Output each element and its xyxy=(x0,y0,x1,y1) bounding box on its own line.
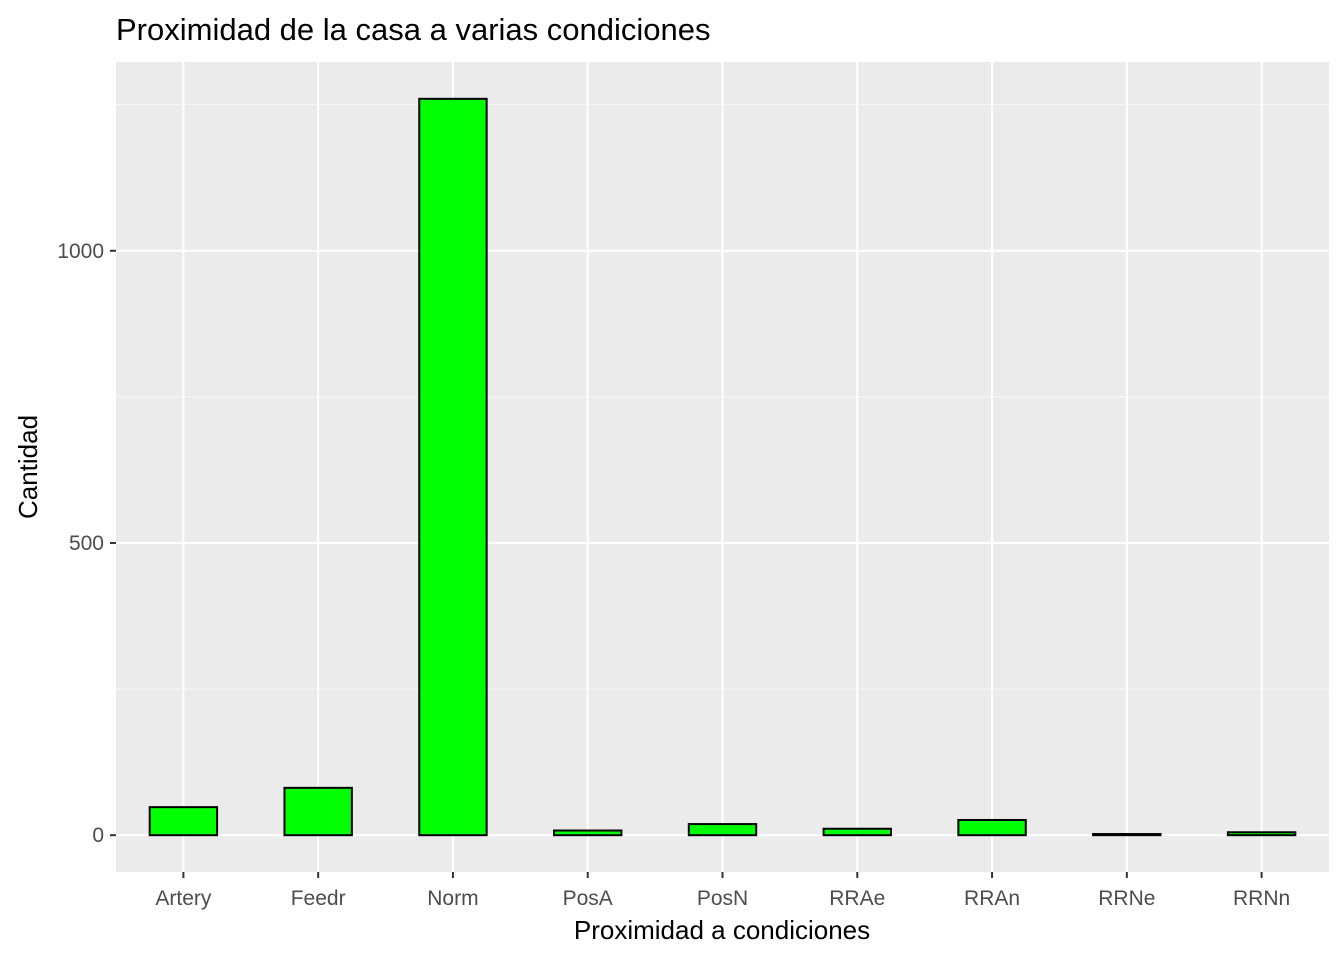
x-tick-label: PosN xyxy=(697,887,748,910)
chart-title: Proximidad de la casa a varias condicion… xyxy=(116,12,710,47)
bar-feedr xyxy=(283,786,353,837)
x-tick-label: RRAn xyxy=(964,887,1020,910)
x-axis: Artery Feedr Norm PosA PosN RRAe RRAn RRNe RRNn xyxy=(155,872,1290,910)
x-tick-label: Norm xyxy=(427,887,478,910)
y-axis-title: Cantidad xyxy=(13,415,43,519)
bar-rrne xyxy=(1092,833,1162,837)
x-tick-label: Artery xyxy=(155,887,212,910)
y-axis: 0 500 1000 xyxy=(57,240,116,847)
bar-rrnn xyxy=(1226,831,1297,837)
y-tick-label: 0 xyxy=(92,824,104,847)
bar-rrae xyxy=(822,827,892,837)
x-tick-label: RRNe xyxy=(1098,887,1155,910)
x-tick-label: PosA xyxy=(563,887,613,910)
bars xyxy=(148,97,1297,837)
x-axis-title: Proximidad a condiciones xyxy=(574,915,870,945)
bar-posa xyxy=(553,829,623,837)
bar-posn xyxy=(687,823,758,837)
x-tick-label: Feedr xyxy=(291,887,346,910)
bar-norm xyxy=(418,97,488,837)
bar-artery xyxy=(148,806,219,837)
x-tick-label: RRAe xyxy=(829,887,885,910)
x-tick-label: RRNn xyxy=(1233,887,1290,910)
y-tick-label: 500 xyxy=(69,532,104,555)
bar-rran xyxy=(957,818,1027,837)
y-tick-label: 1000 xyxy=(57,240,104,263)
